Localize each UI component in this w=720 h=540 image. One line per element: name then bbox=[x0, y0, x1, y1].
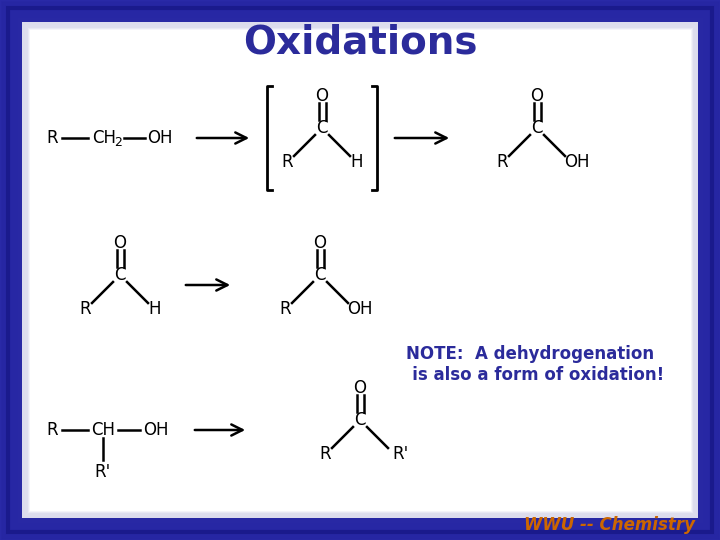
Text: R: R bbox=[79, 300, 91, 318]
Text: O: O bbox=[354, 379, 366, 397]
Text: C: C bbox=[314, 266, 325, 284]
Text: R: R bbox=[46, 421, 58, 439]
Text: R: R bbox=[319, 445, 330, 463]
Text: WWU -- Chemistry: WWU -- Chemistry bbox=[524, 516, 695, 534]
Text: OH: OH bbox=[148, 129, 173, 147]
Text: Oxidations: Oxidations bbox=[243, 23, 477, 61]
Text: R: R bbox=[279, 300, 291, 318]
Text: R: R bbox=[46, 129, 58, 147]
Text: O: O bbox=[114, 234, 127, 252]
Text: OH: OH bbox=[564, 153, 590, 171]
Text: C: C bbox=[354, 411, 366, 429]
Text: O: O bbox=[315, 87, 328, 105]
Text: O: O bbox=[531, 87, 544, 105]
Text: C: C bbox=[531, 119, 543, 137]
Text: R': R' bbox=[95, 463, 111, 481]
Text: 2: 2 bbox=[114, 137, 122, 150]
Text: C: C bbox=[316, 119, 328, 137]
Text: OH: OH bbox=[347, 300, 373, 318]
Bar bbox=[28, 28, 692, 512]
Text: NOTE:  A dehydrogenation
   is also a form of oxidation!: NOTE: A dehydrogenation is also a form o… bbox=[395, 345, 665, 384]
Text: H: H bbox=[149, 300, 161, 318]
Text: R': R' bbox=[392, 445, 408, 463]
Text: OH: OH bbox=[143, 421, 168, 439]
Text: C: C bbox=[114, 266, 126, 284]
Text: H: H bbox=[351, 153, 364, 171]
Text: CH: CH bbox=[92, 129, 116, 147]
Text: R: R bbox=[496, 153, 508, 171]
Text: O: O bbox=[313, 234, 326, 252]
Text: CH: CH bbox=[91, 421, 115, 439]
Text: R: R bbox=[282, 153, 293, 171]
